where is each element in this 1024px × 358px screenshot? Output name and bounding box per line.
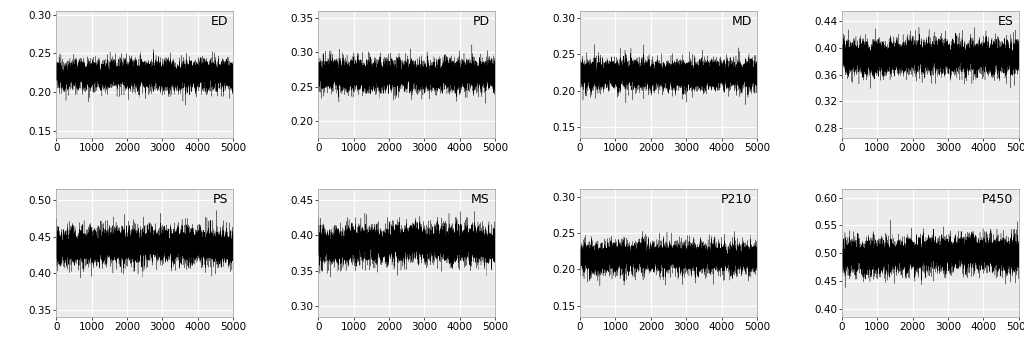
- Text: MD: MD: [731, 15, 752, 28]
- Text: ED: ED: [211, 15, 228, 28]
- Text: ES: ES: [997, 15, 1014, 28]
- Text: PD: PD: [473, 15, 489, 28]
- Text: PS: PS: [212, 193, 228, 206]
- Text: P210: P210: [721, 193, 752, 206]
- Text: P450: P450: [982, 193, 1014, 206]
- Text: MS: MS: [471, 193, 489, 206]
